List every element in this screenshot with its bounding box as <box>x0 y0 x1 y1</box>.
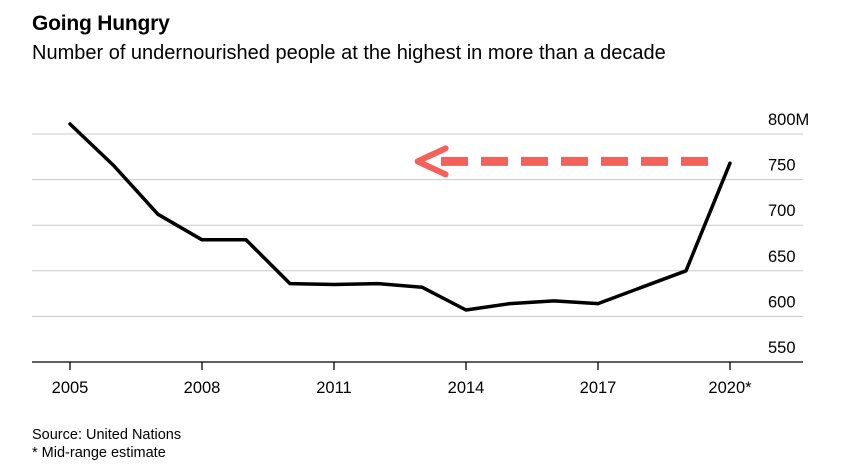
chart-title: Going Hungry <box>32 12 170 35</box>
arrow-head <box>414 145 449 178</box>
x-tick-label: 2014 <box>448 379 485 397</box>
series-line <box>68 122 732 312</box>
y-tick-label: 750 <box>768 157 796 175</box>
y-tick-labels: 800M 750 700 650 600 550 <box>768 111 809 357</box>
y-tick-label: 600 <box>768 293 796 311</box>
y-tick-label: 700 <box>768 202 796 220</box>
gridlines <box>32 133 803 317</box>
chart-subtitle: Number of undernourished people at the h… <box>32 42 666 64</box>
estimate-note: * Mid-range estimate <box>32 445 166 461</box>
series-group <box>68 122 732 312</box>
x-tick-label: 2008 <box>184 379 221 397</box>
x-tick-label: 2005 <box>52 379 89 397</box>
annotation-arrow <box>414 145 708 178</box>
x-axis: 2005 2008 2011 2014 2017 2020* <box>32 361 803 397</box>
x-tick-label: 2011 <box>316 379 351 397</box>
x-tick-label: 2017 <box>580 379 617 397</box>
x-tick-label: 2020* <box>708 379 752 397</box>
y-tick-label: 550 <box>768 339 796 357</box>
source-note: Source: United Nations <box>32 427 182 443</box>
y-tick-label: 800M <box>768 111 809 129</box>
y-tick-label: 650 <box>768 248 796 266</box>
